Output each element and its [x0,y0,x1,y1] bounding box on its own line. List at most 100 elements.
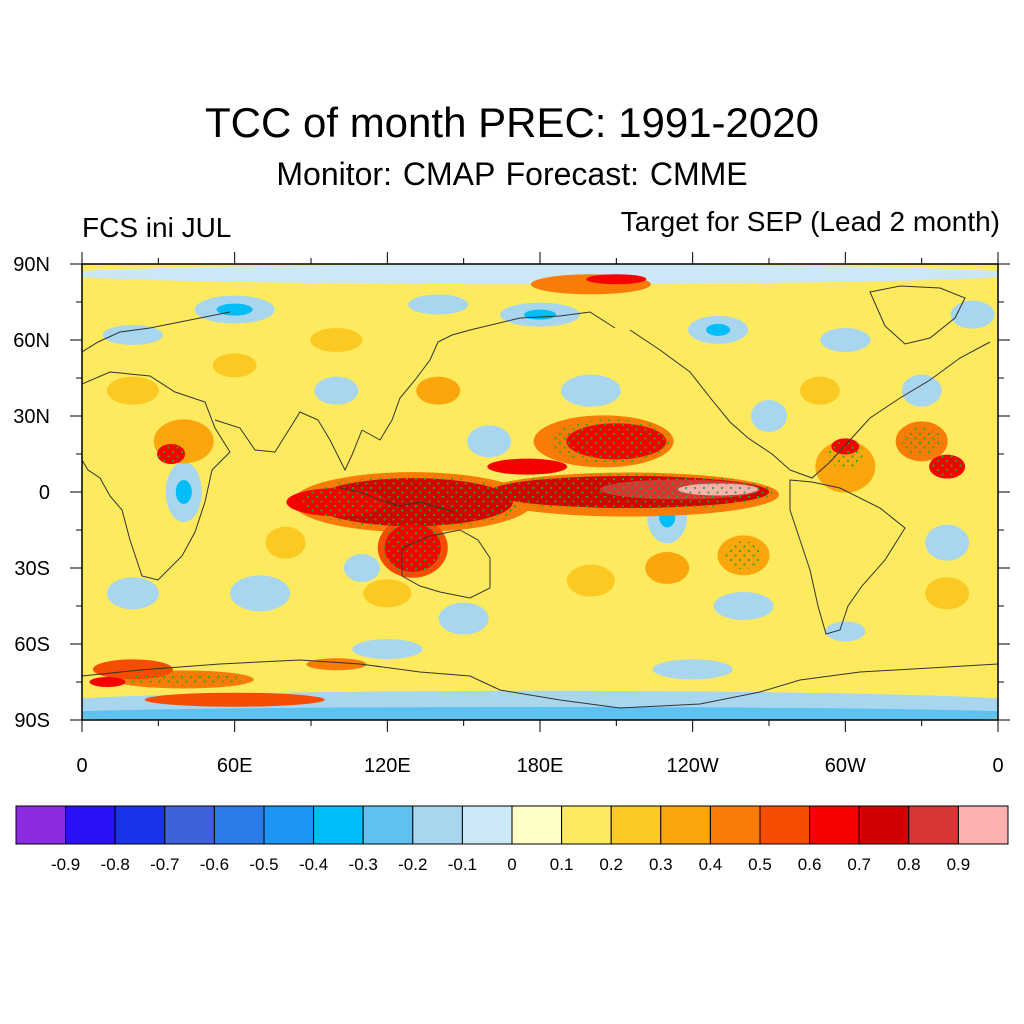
colorbar-label: 0.2 [599,855,623,874]
significance-stipple [123,419,964,686]
lon-label: 60E [217,755,253,777]
coast-europe [82,311,231,353]
longitude-labels: 0 60E 120E 180E 120W 60W 0 [76,755,1003,777]
field-layer [82,264,998,720]
lat-label: 0 [39,482,50,504]
colorbar-label: 0.7 [847,855,871,874]
colorbar-swatch [858,805,910,845]
field-patch [416,376,461,405]
field-patch [102,324,163,345]
coast-indonesia [339,487,456,513]
colorbar-label: -0.2 [398,855,427,874]
colorbar-swatch [660,805,711,845]
field-patch [106,577,159,610]
field-patch [212,353,257,378]
field-patch [652,659,733,680]
field-patch [82,264,998,285]
colorbar-swatch [313,805,364,845]
lat-label: 90S [14,710,50,732]
colorbar-label: 0.8 [897,855,921,874]
latitude-labels: 90N 60N 30N 0 30S 60S 90S [13,254,50,732]
colorbar-swatch [412,805,463,845]
field-patch [566,564,615,597]
colorbar-label: 0.6 [798,855,822,874]
colorbar-swatch [263,805,315,845]
field-patch [343,554,380,582]
field-patch [265,526,306,559]
colorbar-label: -0.7 [150,855,179,874]
lon-label: 120W [667,755,719,777]
coast-north-america [629,329,991,479]
colorbar-swatch [809,805,860,845]
field-patch [175,480,192,504]
colorbar-label: 0.5 [748,855,772,874]
field-patch [106,376,159,405]
field-patch [467,425,512,458]
coast-arabia-india [214,411,363,472]
field-patch [144,692,325,707]
colorbar-swatch [561,805,612,845]
lon-label: 60W [825,755,866,777]
stipple-patch [725,541,762,570]
coast-australia [401,529,491,599]
colorbar-label: 0.1 [550,855,574,874]
coast-asia-east [361,311,616,441]
colorbar-swatch [114,805,166,845]
stipple-patch [157,444,186,464]
target-label: Target for SEP (Lead 2 month) [620,206,1000,237]
stipple-patch [931,454,964,479]
colorbar-swatch [908,805,959,845]
lat-label: 60S [14,634,50,656]
colorbar-swatch [957,805,1009,845]
coast-africa [82,371,231,581]
field-patch [408,294,469,315]
lon-label: 120E [364,755,411,777]
lat-label: 60N [13,330,50,352]
colorbar-swatch [164,805,215,845]
lat-label: 30N [13,406,50,428]
coast-south-america [789,479,906,635]
coast-antarctica [82,659,998,709]
colorbar-swatch [709,805,761,845]
colorbar-label: -0.1 [448,855,477,874]
stipple-patch [484,474,775,510]
stipple-patch [382,521,443,574]
field-patch [310,328,363,352]
lon-label: 0 [992,755,1003,777]
field-patch [352,639,423,660]
colorbar-label: -0.8 [101,855,130,874]
colorbar-swatch [362,805,414,845]
field-patch [314,376,359,405]
colorbar [15,805,1009,845]
colorbar-label: 0.4 [699,855,723,874]
stipple-patch [123,673,244,686]
lon-label: 180E [517,755,564,777]
colorbar-label: -0.3 [349,855,378,874]
field-patch [706,323,731,336]
lat-label: 30S [14,558,50,580]
field-patch [586,274,647,285]
colorbar-label: 0 [507,855,516,874]
map-subtitle: Monitor: CMAP Forecast: CMME [276,156,748,192]
init-label: FCS ini JUL [82,212,232,243]
colorbar-swatch [610,805,662,845]
stipple-patch [827,440,864,468]
field-patch [925,524,970,561]
field-patch [363,579,412,608]
stipple-patch [901,427,942,456]
colorbar-label: -0.5 [249,855,278,874]
field-patch [560,374,621,407]
colorbar-label: -0.6 [200,855,229,874]
stipple-patch [551,419,672,464]
coastlines [82,285,998,709]
field-patch [438,602,489,635]
field-patch [950,300,995,329]
stipple-patch [302,476,523,529]
field-patch [487,458,568,475]
colorbar-swatch [759,805,811,845]
colorbar-label: 0.9 [947,855,971,874]
colorbar-swatch [461,805,513,845]
colorbar-swatch [65,805,116,845]
field-patch [89,677,126,687]
field-patch [820,328,871,352]
